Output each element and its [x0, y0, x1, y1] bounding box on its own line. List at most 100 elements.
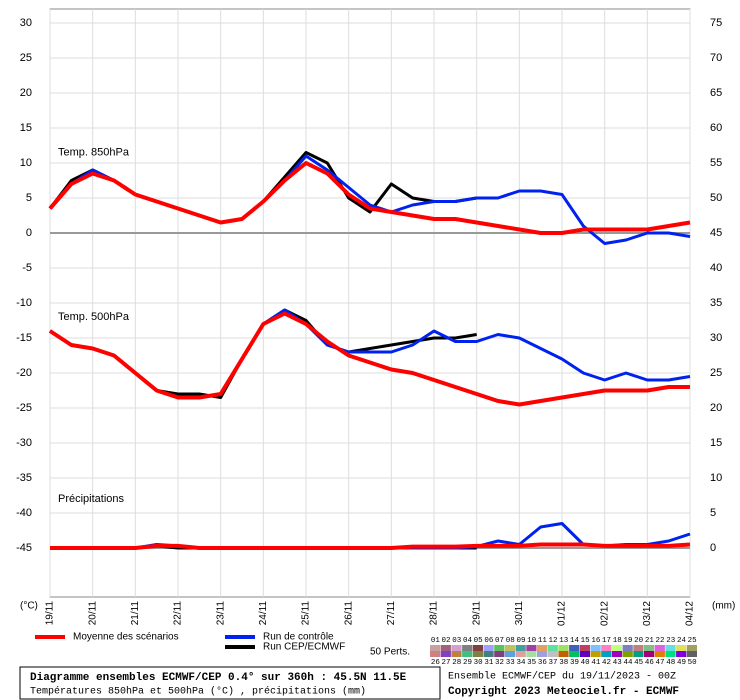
y-tick-label: -45: [16, 542, 32, 554]
member-label: 04: [463, 637, 473, 645]
member-swatch: [430, 651, 441, 657]
legend-label: Run CEP/ECMWF: [263, 642, 345, 653]
x-tick-label: 20/11: [87, 601, 98, 626]
member-label: 29: [463, 659, 472, 667]
y2-tick-label: 75: [710, 17, 722, 29]
member-label: 31: [484, 659, 494, 667]
member-label: 20: [634, 637, 644, 645]
member-swatch: [462, 651, 473, 657]
y-tick-label: -15: [16, 332, 32, 344]
series-line: [50, 542, 691, 550]
member-swatch: [430, 645, 441, 651]
member-swatch: [601, 645, 612, 651]
y2-tick-label: 45: [710, 227, 722, 239]
footer-box: [19, 666, 441, 700]
y-tick-label: -20: [16, 367, 32, 379]
y-tick-label: 25: [20, 52, 32, 64]
panel-label: Temp. 500hPa: [58, 311, 130, 323]
member-label: 05: [474, 637, 484, 645]
member-label: 06: [484, 637, 494, 645]
member-label: 25: [688, 637, 698, 645]
member-swatch: [472, 645, 483, 651]
y2-tick-label: 30: [710, 332, 722, 344]
member-label: 33: [506, 659, 516, 667]
footer-copyright: Copyright 2023 Meteociel.fr - ECMWF: [448, 686, 679, 698]
member-swatch: [569, 645, 580, 651]
member-swatch: [526, 651, 537, 657]
y2-tick-label: 40: [710, 262, 722, 274]
member-label: 35: [527, 659, 537, 667]
member-swatch: [462, 645, 473, 651]
member-swatch: [676, 651, 687, 657]
y-tick-label: -35: [16, 472, 32, 484]
x-tick-label: 25/11: [301, 601, 312, 626]
member-label: 02: [442, 637, 451, 645]
y-axis-label: (°C): [20, 601, 38, 612]
x-tick-label: 27/11: [386, 601, 397, 626]
member-label: 21: [645, 637, 655, 645]
legend-label: Moyenne des scénarios: [73, 632, 179, 643]
member-swatch: [537, 645, 548, 651]
y2-tick-label: 20: [710, 402, 722, 414]
member-swatch: [665, 645, 676, 651]
member-swatch: [515, 645, 526, 651]
member-swatch: [515, 651, 526, 657]
member-swatch: [558, 651, 569, 657]
x-tick-label: 26/11: [343, 601, 354, 626]
footer-run: Ensemble ECMWF/CEP du 19/11/2023 - 00Z: [448, 671, 676, 683]
member-label: 03: [452, 637, 462, 645]
member-swatch: [633, 645, 644, 651]
member-swatch: [504, 651, 516, 657]
member-swatch: [611, 651, 623, 657]
member-label: 15: [581, 637, 591, 645]
y2-tick-label: 60: [710, 122, 722, 134]
member-label: 30: [474, 659, 484, 667]
member-swatch: [633, 651, 644, 657]
series-line: [48, 311, 690, 407]
member-swatch: [676, 645, 687, 651]
member-label: 26: [431, 659, 441, 667]
member-label: 49: [677, 659, 686, 667]
y-tick-label: 30: [20, 17, 32, 29]
member-swatch: [665, 651, 676, 657]
member-label: 10: [527, 637, 537, 645]
member-swatch: [644, 651, 655, 657]
member-swatch: [611, 645, 623, 651]
member-label: 40: [581, 659, 591, 667]
member-swatch: [440, 651, 451, 657]
member-label: 38: [559, 659, 568, 667]
member-label: 36: [538, 659, 548, 667]
x-tick-label: 02/12: [599, 601, 610, 626]
member-swatch: [547, 651, 558, 657]
member-swatch: [590, 651, 601, 657]
x-tick-label: 30/11: [514, 601, 525, 626]
footer-subtitle: Températures 850hPa et 500hPa (°C) , pré…: [30, 686, 366, 698]
member-label: 22: [656, 637, 665, 645]
member-label: 44: [623, 659, 633, 667]
member-swatch: [504, 645, 516, 651]
member-swatch: [451, 645, 462, 651]
member-label: 28: [452, 659, 461, 667]
member-swatch: [494, 645, 505, 651]
y2-tick-label: 70: [710, 52, 722, 64]
member-swatch: [654, 645, 665, 651]
member-label: 07: [495, 637, 504, 645]
member-label: 24: [677, 637, 687, 645]
member-label: 11: [538, 637, 548, 645]
member-swatch: [451, 651, 462, 657]
member-swatch: [579, 651, 590, 657]
member-label: 34: [516, 659, 526, 667]
x-tick-label: 01/12: [557, 601, 568, 626]
y2-tick-label: 5: [710, 507, 716, 519]
member-label: 45: [634, 659, 644, 667]
member-label: 47: [656, 659, 665, 667]
panel-label: Temp. 850hPa: [58, 146, 130, 158]
member-label: 19: [623, 637, 632, 645]
member-label: 17: [602, 637, 611, 645]
x-tick-label: 28/11: [429, 601, 440, 626]
y-tick-label: 15: [20, 122, 32, 134]
y-tick-label: -10: [16, 297, 32, 309]
member-label: 01: [431, 637, 441, 645]
y2-tick-label: 55: [710, 157, 722, 169]
member-label: 37: [549, 659, 558, 667]
